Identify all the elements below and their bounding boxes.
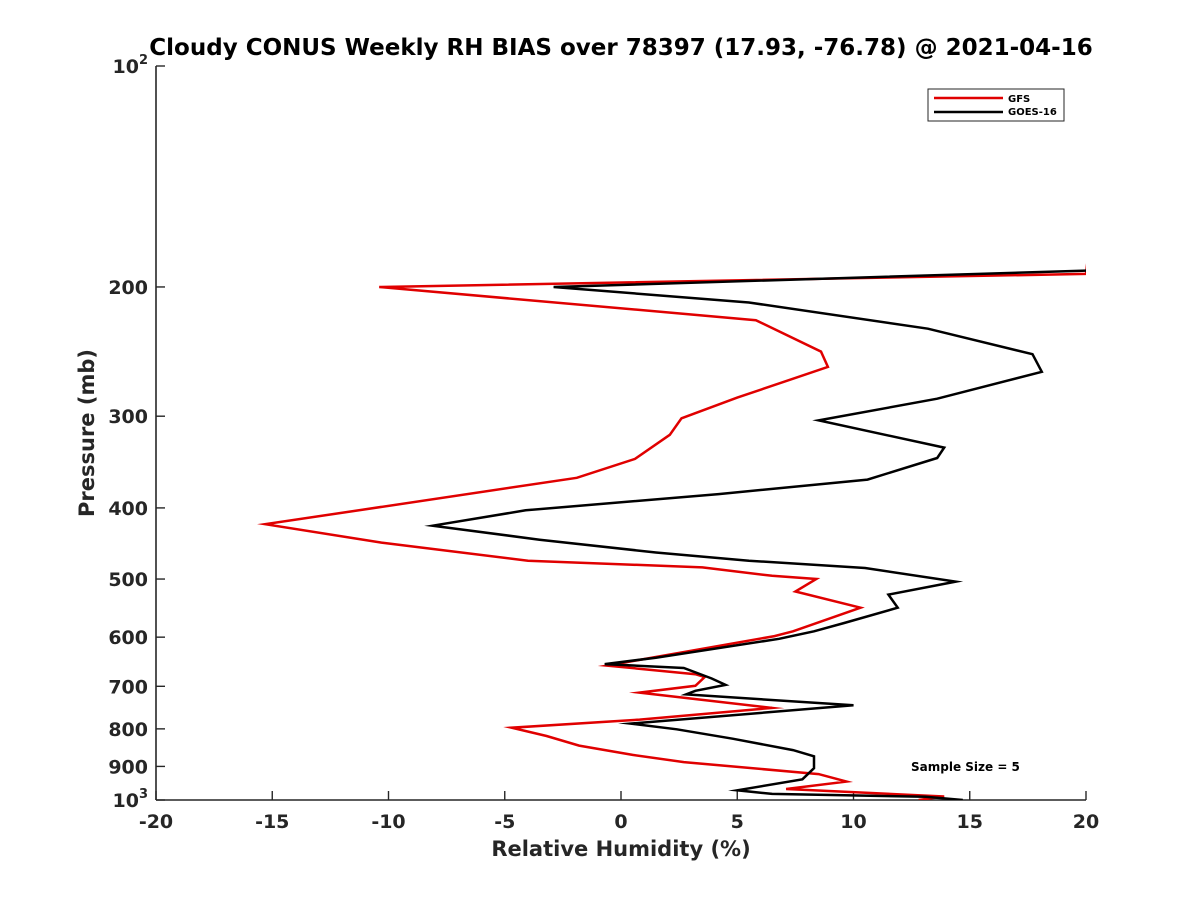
series-line-goes16	[424, 269, 1086, 800]
y-tick-label-base: 600	[108, 627, 148, 649]
x-tick-label: -10	[371, 811, 405, 833]
x-tick-label: -15	[255, 811, 289, 833]
y-tick-label: 200	[108, 277, 148, 299]
data-series	[257, 263, 1086, 800]
y-tick-label-base: 700	[108, 676, 148, 698]
x-tick-label: 20	[1073, 811, 1099, 833]
y-tick-label: 800	[108, 719, 148, 741]
x-tick-label: 10	[840, 811, 866, 833]
x-tick-label: 5	[731, 811, 744, 833]
y-tick-label: 500	[108, 569, 148, 591]
sample-size-annotation: Sample Size = 5	[911, 760, 1020, 774]
y-tick-label: 600	[108, 627, 148, 649]
series-line-gfs	[257, 263, 1086, 800]
legend: GFS GOES-16	[927, 88, 1065, 122]
y-tick-label-exponent: 2	[139, 53, 148, 68]
axis-ticks: -20 -15 -10 -5 0 5 10 15 20102200300400500600700…	[108, 53, 1099, 833]
y-tick-label-base: 800	[108, 719, 148, 741]
chart-title: Cloudy CONUS Weekly RH BIAS over 78397 (…	[149, 35, 1092, 61]
legend-label-goes16: GOES-16	[1008, 107, 1057, 118]
y-tick-label: 900	[108, 756, 148, 778]
y-tick-label: 300	[108, 406, 148, 428]
y-tick-label-base: 200	[108, 277, 148, 299]
x-tick-label: -20	[139, 811, 173, 833]
y-tick-label: 700	[108, 676, 148, 698]
legend-box	[927, 88, 1065, 122]
x-tick-label: 0	[614, 811, 627, 833]
y-tick-label: 102	[113, 53, 149, 78]
x-tick-label: -5	[494, 811, 515, 833]
legend-label-gfs: GFS	[1008, 94, 1030, 105]
y-tick-label-base: 900	[108, 756, 148, 778]
y-tick-label-base: 10	[113, 790, 139, 812]
y-tick-label-exponent: 3	[139, 787, 148, 802]
y-tick-label: 400	[108, 498, 148, 520]
y-tick-label-base: 500	[108, 569, 148, 591]
y-tick-label-base: 10	[113, 56, 139, 78]
y-tick-label-base: 300	[108, 406, 148, 428]
y-tick-label: 103	[113, 787, 149, 812]
y-tick-label-base: 400	[108, 498, 148, 520]
x-tick-label: 15	[957, 811, 983, 833]
x-axis-label: Relative Humidity (%)	[491, 837, 750, 861]
y-axis-label: Pressure (mb)	[75, 349, 99, 517]
